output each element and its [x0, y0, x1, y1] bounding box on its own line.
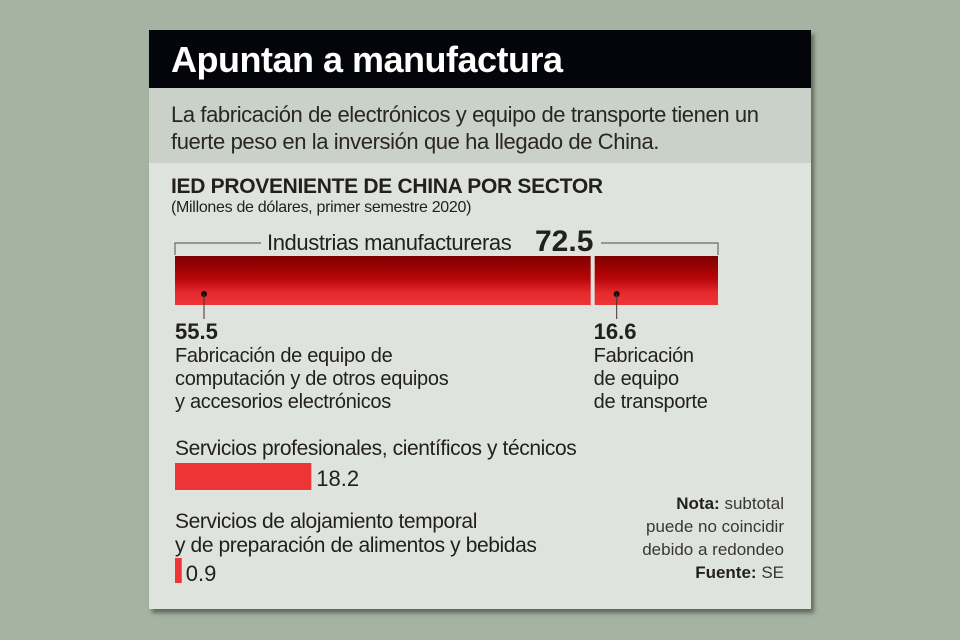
segment-label: computación y de otros equipos	[175, 368, 449, 390]
note-line: Nota: subtotal	[564, 492, 784, 515]
chart-title: IED PROVENIENTE DE CHINA POR SECTOR	[171, 175, 603, 198]
infographic-title: Apuntan a manufactura	[171, 39, 563, 80]
bar-value: 18.2	[316, 466, 359, 491]
segment-value: 16.6	[594, 319, 637, 344]
bar	[175, 558, 182, 583]
source-text: SE	[761, 563, 784, 582]
segment-label: de equipo	[594, 368, 679, 390]
bar-label: y de preparación de alimentos y bebidas	[175, 534, 536, 557]
chart: Industrias manufactureras 72.555.5Fabrica…	[174, 225, 719, 586]
lede-text: La fabricación de electrónicos y equipo …	[171, 102, 759, 154]
segment-label: Fabricación	[594, 345, 694, 367]
bar-value: 0.9	[186, 561, 217, 586]
bar	[175, 463, 312, 490]
infographic-card: Apuntan a manufactura La fabricación de …	[149, 30, 811, 609]
header-bar: Apuntan a manufactura	[149, 30, 811, 88]
segment-label: y accesorios electrónicos	[175, 391, 391, 413]
segment-label: de transporte	[594, 391, 708, 413]
stacked-bar-segment	[175, 256, 591, 305]
group-bracket-left	[174, 242, 261, 255]
segment-value: 55.5	[175, 319, 218, 344]
note-text-3: debido a redondeo	[642, 540, 784, 559]
note-label: Nota:	[676, 494, 720, 513]
segment-label: Fabricación de equipo de	[175, 345, 393, 367]
note-text-2: puede no coincidir	[646, 517, 784, 536]
source-label: Fuente:	[695, 563, 757, 582]
group-bracket-right	[601, 242, 719, 255]
lede-band: La fabricación de electrónicos y equipo …	[149, 88, 811, 163]
source-line: Fuente: SE	[564, 561, 784, 584]
stacked-bar-segment	[594, 256, 718, 305]
bar-label: Servicios de alojamiento temporal	[175, 510, 477, 533]
bar-label: Servicios profesionales, científicos y t…	[175, 437, 576, 460]
group-value: 72.5	[535, 225, 593, 258]
note-text-1: subtotal	[724, 494, 784, 513]
chart-subtitle: (Millones de dólares, primer semestre 20…	[171, 199, 472, 216]
group-label: Industrias manufactureras	[267, 230, 512, 255]
footnote: Nota: subtotal puede no coincidir debido…	[564, 492, 784, 584]
